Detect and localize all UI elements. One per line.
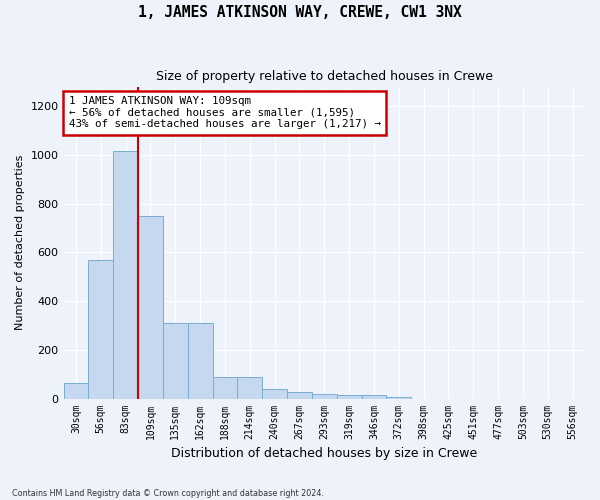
- Bar: [262, 389, 287, 398]
- Text: 1 JAMES ATKINSON WAY: 109sqm
← 56% of detached houses are smaller (1,595)
43% of: 1 JAMES ATKINSON WAY: 109sqm ← 56% of de…: [69, 96, 381, 130]
- Text: Contains HM Land Registry data © Crown copyright and database right 2024.: Contains HM Land Registry data © Crown c…: [12, 488, 324, 498]
- Bar: [188, 323, 212, 398]
- Bar: [138, 216, 163, 398]
- Bar: [312, 394, 337, 398]
- Bar: [337, 396, 362, 398]
- Bar: [113, 152, 138, 398]
- Bar: [362, 395, 386, 398]
- Bar: [88, 260, 113, 398]
- Bar: [64, 382, 88, 398]
- Title: Size of property relative to detached houses in Crewe: Size of property relative to detached ho…: [156, 70, 493, 83]
- Bar: [238, 376, 262, 398]
- Y-axis label: Number of detached properties: Number of detached properties: [15, 155, 25, 330]
- Bar: [287, 392, 312, 398]
- Bar: [212, 376, 238, 398]
- Text: 1, JAMES ATKINSON WAY, CREWE, CW1 3NX: 1, JAMES ATKINSON WAY, CREWE, CW1 3NX: [138, 5, 462, 20]
- X-axis label: Distribution of detached houses by size in Crewe: Distribution of detached houses by size …: [171, 447, 478, 460]
- Bar: [163, 323, 188, 398]
